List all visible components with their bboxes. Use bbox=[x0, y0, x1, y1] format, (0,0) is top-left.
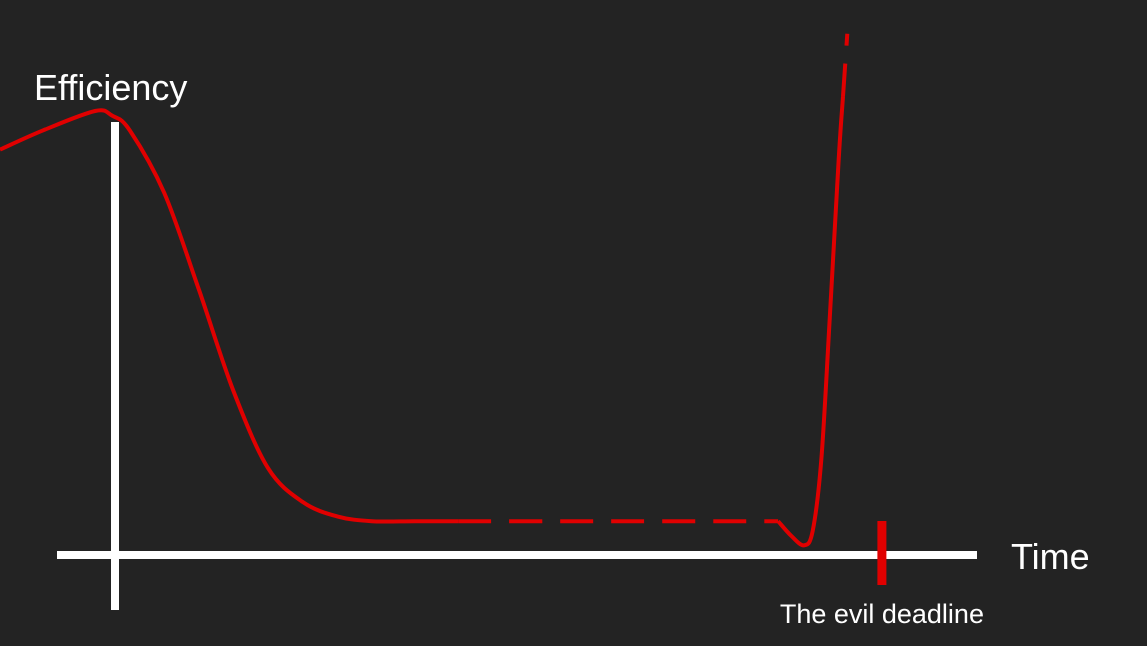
curve-segment-solid-1 bbox=[0, 108, 459, 524]
deadline-label: The evil deadline bbox=[780, 599, 984, 629]
curve-segment-solid-3 bbox=[776, 96, 845, 548]
curve-segment-dashed-4 bbox=[841, 33, 850, 97]
x-axis-label: Time bbox=[1011, 536, 1090, 577]
deadline-annotations: The evil deadline bbox=[780, 521, 984, 629]
efficiency-curve bbox=[0, 33, 850, 548]
y-axis-label: Efficiency bbox=[34, 67, 187, 108]
